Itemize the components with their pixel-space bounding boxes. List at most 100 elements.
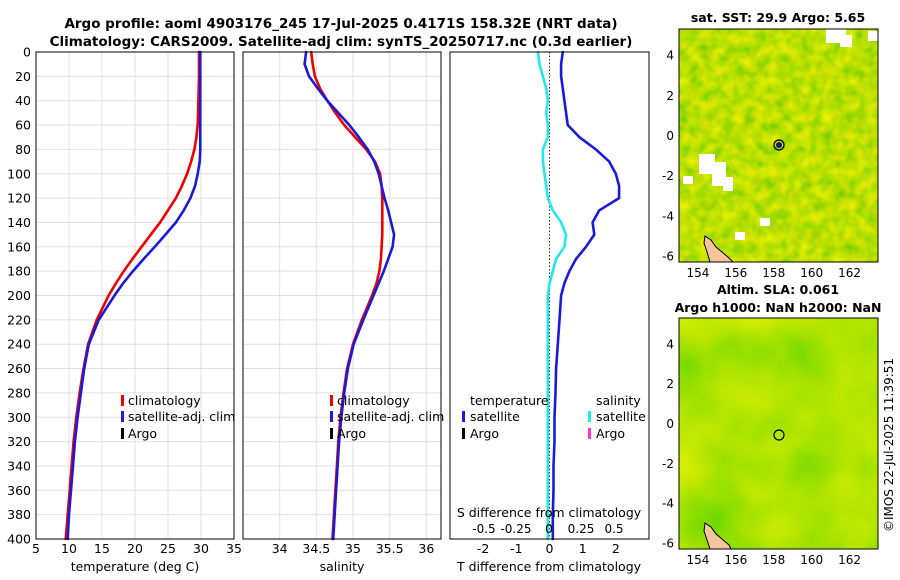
argo-float-marker — [773, 139, 785, 151]
temperature-xlabel: temperature (deg C) — [71, 559, 200, 574]
latitude-tick-label: -6 — [662, 537, 674, 551]
x-tick-label: -2 — [477, 541, 489, 556]
depth-tick-label: 100 — [7, 166, 31, 181]
depth-tick-label: 140 — [7, 215, 31, 230]
sst-map-frame — [678, 28, 879, 263]
depth-tick-label: 240 — [7, 337, 31, 352]
x-tick-label: 1 — [579, 541, 587, 556]
depth-tick-label: 200 — [7, 288, 31, 303]
x-tick-label: 2 — [612, 541, 620, 556]
x-tick-label: 34 — [272, 541, 288, 556]
x-tick-label: 5 — [32, 541, 40, 556]
depth-tick-label: 180 — [7, 264, 31, 279]
difference-legend-temperature: temperature satellite Argo — [462, 393, 549, 441]
sla-map-frame — [678, 317, 879, 550]
depth-tick-label: 40 — [15, 93, 31, 108]
t-difference-tick-labels: -2 -1 0 1 2 — [477, 541, 620, 556]
sst-map-title: sat. SST: 29.9 Argo: 5.65 — [691, 10, 865, 25]
x-tick-label: 25 — [160, 541, 176, 556]
depth-tick-label: 380 — [7, 507, 31, 522]
legend-swatch-s-argo — [588, 428, 591, 439]
salinity-tick-labels: 34 34.5 35 35.5 36 — [272, 541, 435, 556]
sla-field-texture — [679, 318, 878, 549]
legend-label-argo: Argo — [128, 426, 157, 441]
figure-title-line2: Climatology: CARS2009. Satellite-adj cli… — [50, 34, 633, 50]
series-line-satellite-adj-clim — [303, 50, 396, 541]
difference-axes-frame — [449, 51, 650, 540]
latitude-tick-label: -6 — [662, 249, 674, 263]
depth-tick-label: 320 — [7, 434, 31, 449]
temperature-tick-labels: 5 10 15 20 25 30 35 — [32, 541, 242, 556]
x-tick-label: 0 — [546, 541, 554, 556]
depth-tick-label: 300 — [7, 410, 31, 425]
s-tick-label: 0 — [545, 522, 553, 536]
longitude-tick-label: 160 — [800, 553, 823, 567]
latitude-tick-label: -2 — [662, 169, 674, 183]
cloud-gap — [683, 176, 693, 184]
sst-map-panel: sat. SST: 29.9 Argo: 5.65 154 156 158 160 16… — [662, 10, 879, 280]
longitude-tick-label: 160 — [800, 266, 823, 280]
s-tick-label: 0.25 — [568, 522, 595, 536]
salinity-axes-frame — [242, 51, 442, 540]
depth-tick-label: 280 — [7, 385, 31, 400]
x-tick-label: 15 — [94, 541, 110, 556]
cloud-gap — [735, 232, 745, 240]
copyright-stamp: ©IMOS 22-Jul-2025 11:39:51 — [882, 358, 896, 532]
latitude-tick-label: -4 — [662, 497, 674, 511]
latitude-tick-label: 0 — [666, 417, 674, 431]
sla-map-tick-labels: 154 156 158 160 162 -6 -4 -2 0 2 4 — [662, 337, 861, 567]
latitude-tick-label: 0 — [666, 129, 674, 143]
s-tick-label: 0.5 — [604, 522, 623, 536]
latitude-tick-label: -2 — [662, 457, 674, 471]
salinity-grid — [243, 51, 441, 540]
cloud-gap — [712, 162, 726, 186]
depth-tick-label: 400 — [7, 532, 31, 547]
legend-swatch-argo — [330, 428, 333, 439]
latitude-tick-label: 2 — [666, 377, 674, 391]
sla-map-panel: Altim. SLA: 0.061 Argo h1000: NaN h2000:… — [662, 282, 881, 567]
sla-map-title-line1: Altim. SLA: 0.061 — [717, 282, 839, 297]
latitude-tick-label: 4 — [666, 337, 674, 351]
legend-title-salinity: salinity — [596, 393, 641, 408]
x-tick-label: -1 — [510, 541, 522, 556]
difference-legend-salinity: salinity satellite Argo — [588, 393, 646, 441]
legend-swatch-s-satellite — [588, 411, 591, 422]
difference-panel: -2 -1 0 1 2 T difference from climatology S … — [449, 50, 650, 574]
x-tick-label: 10 — [61, 541, 77, 556]
depth-tick-label: 340 — [7, 458, 31, 473]
depth-tick-labels: 0 20 40 60 80 100 120 140 160 180 200 220 240 260 280 3… — [7, 45, 31, 547]
series-line-satellite-adj-clim — [66, 50, 202, 541]
x-tick-label: 20 — [127, 541, 143, 556]
x-tick-label: 35.5 — [376, 541, 404, 556]
depth-tick-label: 20 — [15, 69, 31, 84]
legend-swatch-climatology — [121, 395, 124, 406]
s-tick-label: -0.25 — [500, 522, 531, 536]
depth-tick-label: 160 — [7, 239, 31, 254]
sst-cloud-gaps — [683, 29, 878, 240]
x-tick-label: 36 — [418, 541, 434, 556]
salinity-lines — [303, 50, 396, 541]
depth-tick-label: 120 — [7, 191, 31, 206]
figure-title-line1: Argo profile: aoml 4903176_245 17-Jul-20… — [64, 16, 617, 32]
legend-swatch-argo — [121, 428, 124, 439]
depth-tick-label: 80 — [15, 142, 31, 157]
legend-swatch-t-satellite — [462, 411, 465, 422]
latitude-tick-label: 2 — [666, 89, 674, 103]
longitude-tick-label: 158 — [762, 266, 785, 280]
legend-label-t-argo: Argo — [470, 426, 499, 441]
sla-map-title-line2: Argo h1000: NaN h2000: NaN — [675, 300, 882, 315]
x-tick-label: 35 — [226, 541, 242, 556]
legend-label-satellite: satellite-adj. clim — [128, 409, 235, 424]
depth-tick-label: 60 — [15, 118, 31, 133]
latitude-tick-label: 4 — [666, 49, 674, 63]
series-line-salinity-satellite — [536, 50, 568, 541]
longitude-tick-label: 162 — [838, 266, 861, 280]
legend-label-s-satellite: satellite — [596, 409, 646, 424]
legend-label-argo: Argo — [337, 426, 366, 441]
t-difference-xlabel: T difference from climatology — [456, 559, 642, 574]
legend-swatch-satellite — [330, 411, 333, 422]
cloud-gap — [868, 31, 878, 41]
sst-land — [703, 235, 735, 263]
latitude-tick-label: -4 — [662, 209, 674, 223]
cloud-gap — [760, 218, 770, 226]
